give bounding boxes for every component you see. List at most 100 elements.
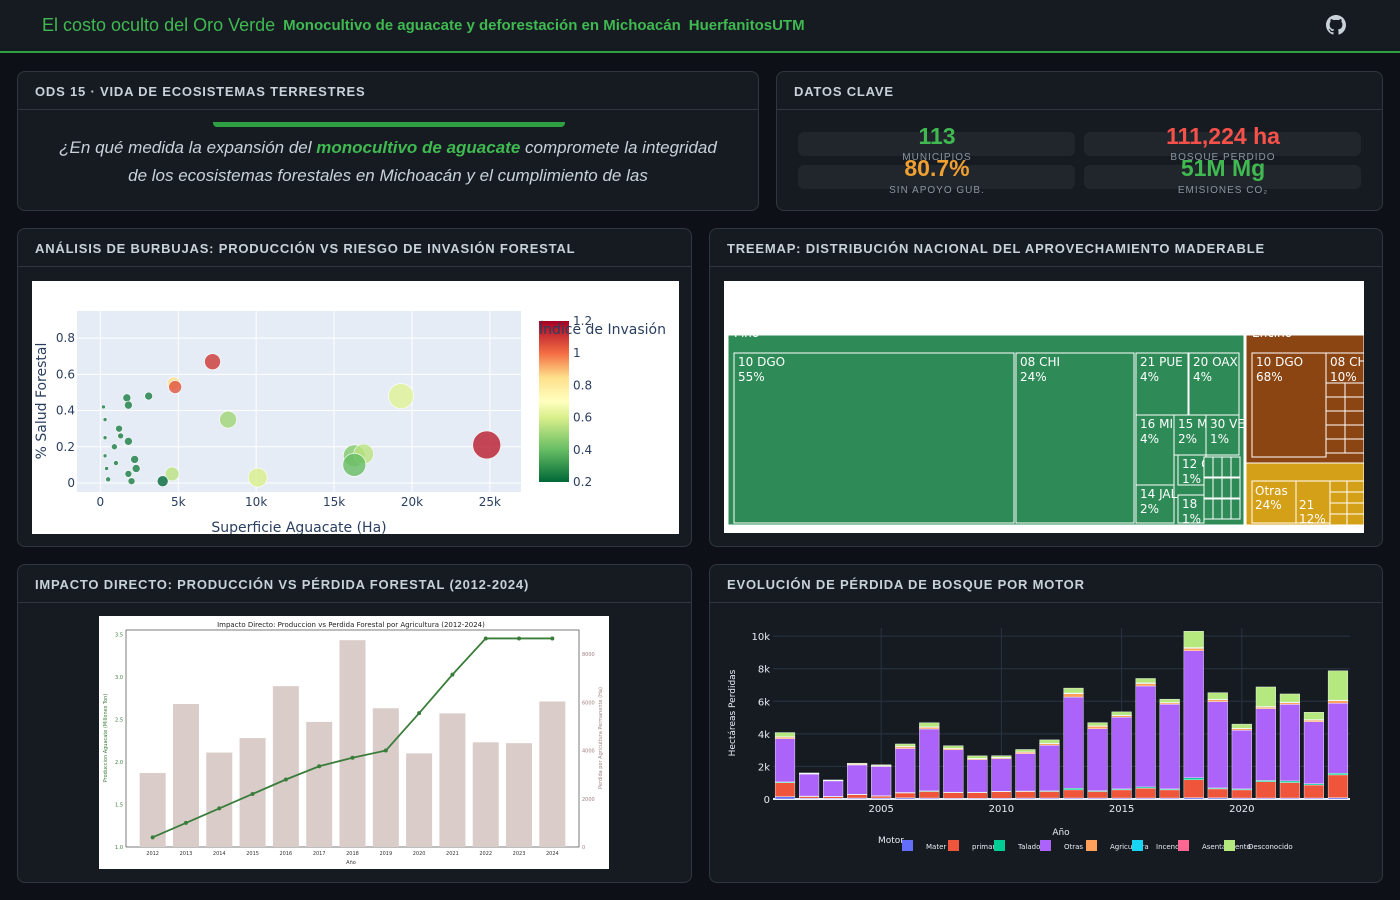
treemap-small-tile[interactable] xyxy=(1230,456,1241,478)
evol-bar-segment[interactable] xyxy=(919,727,940,730)
brand-title[interactable]: El costo oculto del Oro Verde xyxy=(42,15,276,35)
evol-bar-segment[interactable] xyxy=(943,745,964,749)
evol-bar-segment[interactable] xyxy=(847,794,868,799)
evol-bar-segment[interactable] xyxy=(1135,678,1156,684)
impacto-line-point[interactable] xyxy=(383,748,388,753)
evol-bar-segment[interactable] xyxy=(1159,704,1180,790)
evol-bar-segment[interactable] xyxy=(967,792,988,799)
evol-bar-segment[interactable] xyxy=(1183,779,1204,798)
evol-bar-segment[interactable] xyxy=(847,762,868,765)
impacto-bar[interactable] xyxy=(339,640,366,847)
treemap-small-tile[interactable] xyxy=(1329,491,1348,504)
evol-bar-segment[interactable] xyxy=(1255,706,1276,709)
evol-bar-segment[interactable] xyxy=(774,796,796,800)
evol-bar-segment[interactable] xyxy=(1183,650,1204,779)
evol-bar-segment[interactable] xyxy=(1087,722,1108,727)
evol-bar-segment[interactable] xyxy=(1327,703,1349,774)
treemap-small-tile[interactable] xyxy=(1329,480,1348,493)
bubble-point[interactable] xyxy=(101,404,106,410)
treemap-small-tile[interactable] xyxy=(1344,438,1365,454)
impacto-line-point[interactable] xyxy=(450,672,455,677)
treemap-small-tile[interactable] xyxy=(1344,424,1365,440)
evol-bar-segment[interactable] xyxy=(1087,726,1108,730)
evol-bar-segment[interactable] xyxy=(1063,788,1084,791)
bubble-point[interactable] xyxy=(102,453,108,459)
evol-legend-swatch[interactable] xyxy=(1132,840,1143,851)
evol-legend-swatch[interactable] xyxy=(1086,840,1097,851)
bubble-point[interactable] xyxy=(122,393,132,403)
evol-legend-swatch[interactable] xyxy=(994,840,1005,851)
evol-bar-segment[interactable] xyxy=(943,749,964,793)
evol-bar-segment[interactable] xyxy=(1255,708,1276,781)
impacto-bar[interactable] xyxy=(306,721,333,847)
evol-legend-label[interactable]: Mater xyxy=(926,843,946,851)
treemap-small-tile[interactable] xyxy=(1221,456,1232,478)
bubble-point[interactable] xyxy=(472,430,502,460)
treemap-small-tile[interactable] xyxy=(1325,382,1346,398)
impacto-line-point[interactable] xyxy=(217,806,222,811)
treemap-small-tile[interactable] xyxy=(1230,498,1241,520)
impacto-line-point[interactable] xyxy=(317,764,322,769)
treemap-tile[interactable] xyxy=(1325,352,1365,384)
evol-bar-segment[interactable] xyxy=(1231,789,1252,799)
evol-bar-segment[interactable] xyxy=(774,732,796,737)
bubble-point[interactable] xyxy=(117,432,124,440)
treemap-tile[interactable] xyxy=(1177,454,1207,486)
bubble-point[interactable] xyxy=(105,476,111,483)
evol-bar-segment[interactable] xyxy=(1015,753,1036,792)
evol-bar-segment[interactable] xyxy=(871,795,892,799)
evol-bar-segment[interactable] xyxy=(1135,788,1156,799)
evol-bar-segment[interactable] xyxy=(1255,781,1276,799)
evol-legend-label[interactable]: primaria xyxy=(972,843,1002,851)
evol-bar-segment[interactable] xyxy=(991,791,1012,799)
evol-bar-segment[interactable] xyxy=(847,764,868,795)
treemap-tile[interactable] xyxy=(1205,414,1240,456)
evol-bar-segment[interactable] xyxy=(991,755,1012,758)
evol-bar-segment[interactable] xyxy=(1039,743,1060,746)
evol-legend-swatch[interactable] xyxy=(948,840,959,851)
impacto-line-point[interactable] xyxy=(183,820,188,825)
treemap-small-tile[interactable] xyxy=(1344,382,1365,398)
evol-bar-segment[interactable] xyxy=(1039,745,1060,792)
evol-bar-segment[interactable] xyxy=(1183,648,1204,652)
treemap-small-tile[interactable] xyxy=(1346,513,1365,526)
evol-bar-segment[interactable] xyxy=(1207,699,1228,702)
bubble-point[interactable] xyxy=(102,417,108,422)
evol-bar-segment[interactable] xyxy=(1327,700,1349,704)
bubble-point[interactable] xyxy=(115,424,123,433)
treemap-small-tile[interactable] xyxy=(1212,498,1223,520)
impacto-bar[interactable] xyxy=(539,701,566,847)
evol-bar-segment[interactable] xyxy=(1063,687,1084,694)
evol-legend-label[interactable]: Talado xyxy=(1017,843,1040,851)
bubble-point[interactable] xyxy=(144,391,153,401)
evol-legend-label[interactable]: Incendio xyxy=(1156,843,1186,851)
treemap-small-tile[interactable] xyxy=(1325,396,1346,412)
impacto-bar[interactable] xyxy=(439,713,466,847)
evol-bar-segment[interactable] xyxy=(1231,730,1252,790)
impacto-line-point[interactable] xyxy=(150,835,155,840)
evol-legend-swatch[interactable] xyxy=(1178,840,1189,851)
bubble-chart[interactable]: 0 5k 10k 15k 20k 25k 0 0.2 0.4 0.6 0.8 Superficie … xyxy=(32,281,679,536)
impacto-bar[interactable] xyxy=(406,753,433,847)
evol-bar-segment[interactable] xyxy=(799,796,820,799)
impacto-line-point[interactable] xyxy=(350,755,355,760)
treemap-tile[interactable] xyxy=(733,352,1015,524)
treemap-small-tile[interactable] xyxy=(1325,424,1346,440)
treemap-tile[interactable] xyxy=(1177,494,1205,524)
bubble-point[interactable] xyxy=(113,460,119,466)
evol-bar-segment[interactable] xyxy=(919,728,940,792)
evol-bar-segment[interactable] xyxy=(1111,789,1132,799)
evolucion-chart[interactable]: 0 2k 4k 6k 8k 10k 2005 2010 2015 2020 Hectáreas P… xyxy=(710,603,1383,883)
evol-bar-segment[interactable] xyxy=(919,722,940,728)
evol-bar-segment[interactable] xyxy=(1111,715,1132,718)
treemap-small-tile[interactable] xyxy=(1203,498,1214,520)
evol-bar-segment[interactable] xyxy=(871,766,892,796)
evol-bar-segment[interactable] xyxy=(1231,728,1252,731)
evol-bar-segment[interactable] xyxy=(774,738,796,783)
evol-bar-segment[interactable] xyxy=(1087,728,1108,791)
evol-bar-segment[interactable] xyxy=(1327,670,1349,701)
treemap-small-tile[interactable] xyxy=(1221,498,1232,520)
evol-bar-segment[interactable] xyxy=(1183,631,1204,648)
treemap-small-tile[interactable] xyxy=(1325,438,1346,454)
